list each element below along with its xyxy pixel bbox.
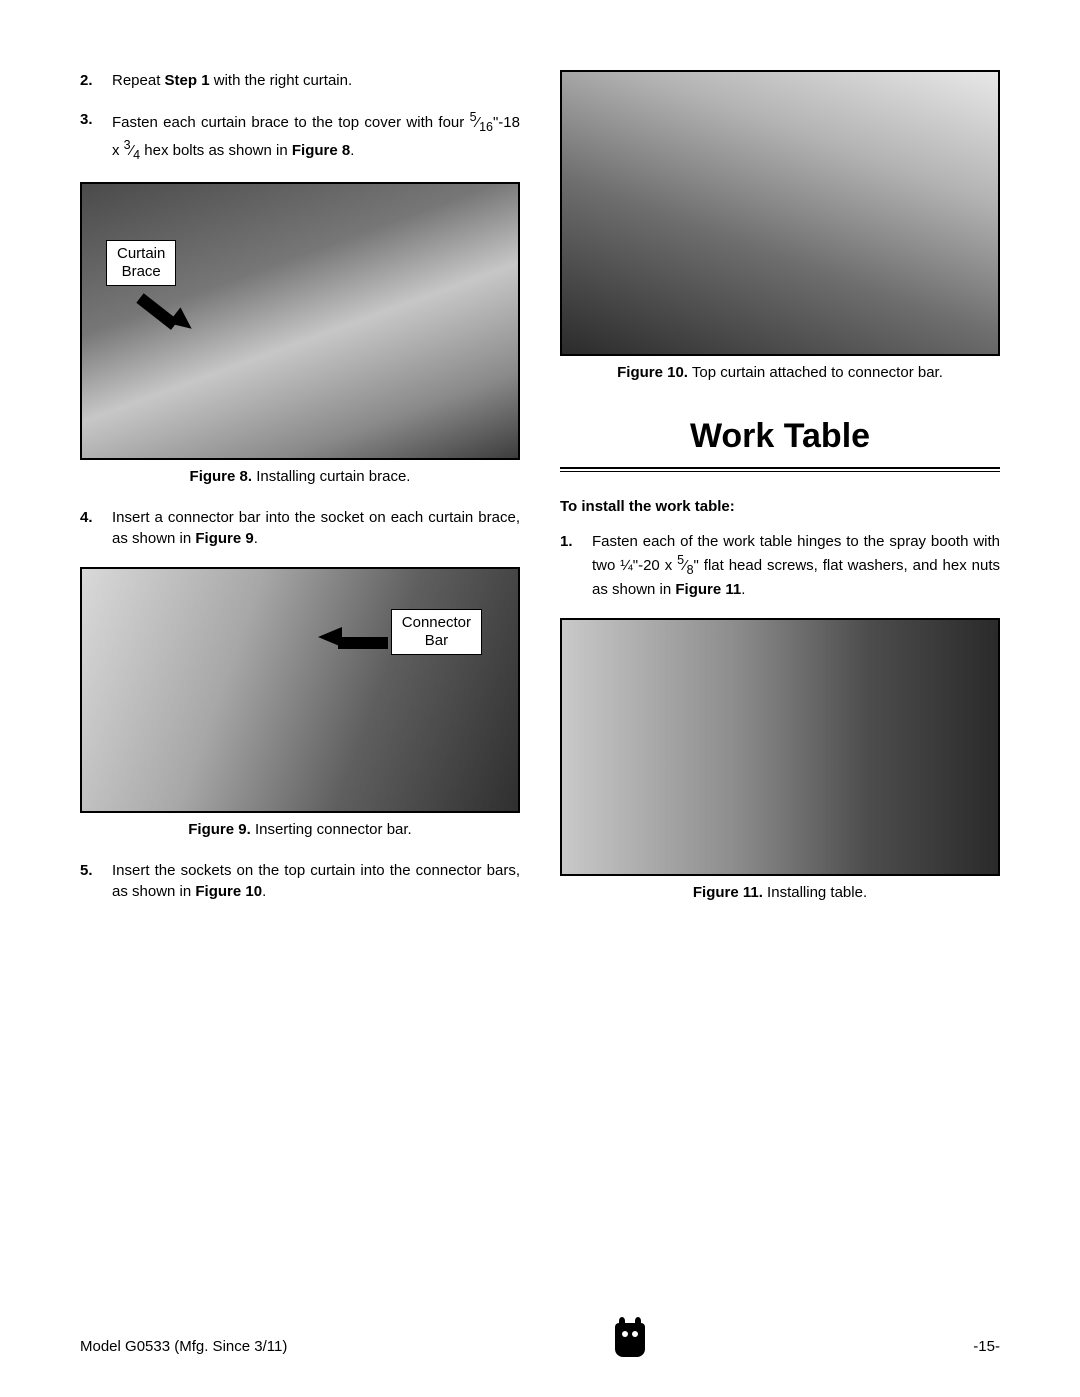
caption-bold: Figure 11. — [693, 884, 763, 901]
caption-bold: Figure 10. — [617, 364, 688, 381]
step-1-right: 1. Fasten each of the work table hinges … — [560, 531, 1000, 601]
figure-8-caption: Figure 8. Installing curtain brace. — [80, 466, 520, 487]
arrow-stem — [338, 637, 388, 649]
step-text: Insert a connector bar into the socket o… — [112, 507, 520, 549]
figure-11-image — [560, 618, 1000, 876]
step-list-c: 5. Insert the sockets on the top curtain… — [80, 860, 520, 902]
step-number: 4. — [80, 507, 112, 549]
step-4: 4. Insert a connector bar into the socke… — [80, 507, 520, 549]
page-footer: Model G0533 (Mfg. Since 3/11) -15- — [80, 1323, 1000, 1357]
arrow-head-icon — [168, 307, 198, 336]
figure-8: CurtainBrace Figure 8. Installing curtai… — [80, 182, 520, 487]
section-title-work-table: Work Table — [560, 413, 1000, 461]
caption-text: Installing table. — [763, 884, 867, 901]
step-number: 1. — [560, 531, 592, 601]
caption-text: Installing curtain brace. — [252, 468, 410, 485]
step-number: 3. — [80, 109, 112, 164]
figure-9: ConnectorBar Figure 9. Inserting connect… — [80, 567, 520, 840]
caption-text: Top curtain attached to connector bar. — [688, 364, 943, 381]
connector-bar-label: ConnectorBar — [391, 609, 482, 655]
caption-text: Inserting connector bar. — [251, 821, 412, 838]
step-text: Fasten each of the work table hinges to … — [592, 531, 1000, 601]
caption-bold: Figure 8. — [190, 468, 253, 485]
step-2: 2. Repeat Step 1 with the right curtain. — [80, 70, 520, 91]
section-divider — [560, 467, 1000, 472]
step-list-b: 4. Insert a connector bar into the socke… — [80, 507, 520, 549]
step-5: 5. Insert the sockets on the top curtain… — [80, 860, 520, 902]
footer-page-number: -15- — [973, 1336, 1000, 1357]
figure-9-caption: Figure 9. Inserting connector bar. — [80, 819, 520, 840]
step-text: Repeat Step 1 with the right curtain. — [112, 70, 520, 91]
step-text: Insert the sockets on the top curtain in… — [112, 860, 520, 902]
bear-logo-icon — [615, 1323, 645, 1357]
curtain-brace-label: CurtainBrace — [106, 240, 176, 286]
figure-10-image — [560, 70, 1000, 356]
figure-9-image: ConnectorBar — [80, 567, 520, 813]
figure-11: Figure 11. Installing table. — [560, 618, 1000, 903]
figure-11-caption: Figure 11. Installing table. — [560, 882, 1000, 903]
figure-8-image: CurtainBrace — [80, 182, 520, 460]
two-column-layout: 2. Repeat Step 1 with the right curtain.… — [80, 70, 1000, 923]
step-list-a: 2. Repeat Step 1 with the right curtain.… — [80, 70, 520, 164]
figure-10: Figure 10. Top curtain attached to conne… — [560, 70, 1000, 383]
step-text: Fasten each curtain brace to the top cov… — [112, 109, 520, 164]
subhead-install-work-table: To install the work table: — [560, 496, 1000, 517]
step-number: 5. — [80, 860, 112, 902]
left-column: 2. Repeat Step 1 with the right curtain.… — [80, 70, 520, 923]
step-list-right: 1. Fasten each of the work table hinges … — [560, 531, 1000, 601]
right-column: Figure 10. Top curtain attached to conne… — [560, 70, 1000, 923]
figure-10-caption: Figure 10. Top curtain attached to conne… — [560, 362, 1000, 383]
step-3: 3. Fasten each curtain brace to the top … — [80, 109, 520, 164]
footer-model: Model G0533 (Mfg. Since 3/11) — [80, 1336, 287, 1357]
arrow-head-icon — [318, 627, 342, 647]
step-number: 2. — [80, 70, 112, 91]
caption-bold: Figure 9. — [188, 821, 251, 838]
